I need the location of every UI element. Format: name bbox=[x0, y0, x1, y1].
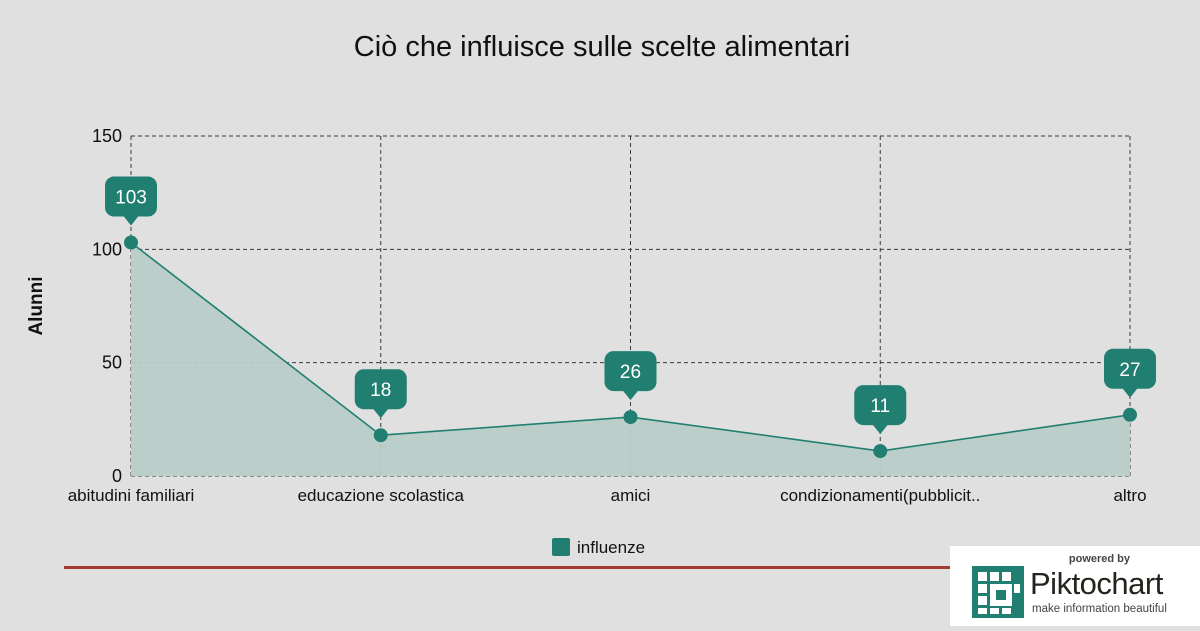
x-tick-label: educazione scolastica bbox=[298, 486, 465, 505]
x-tick-label: amici bbox=[611, 486, 651, 505]
data-label: 103 bbox=[105, 176, 157, 226]
data-label-text: 26 bbox=[620, 362, 641, 383]
piktochart-logo-icon bbox=[972, 566, 1024, 623]
series-area-fill bbox=[131, 242, 1130, 476]
data-label-text: 11 bbox=[870, 396, 890, 417]
data-label: 18 bbox=[354, 369, 407, 419]
data-label-bubble bbox=[854, 385, 907, 426]
brand-name-first: Pikto bbox=[1030, 566, 1097, 601]
data-label-text: 27 bbox=[1119, 360, 1140, 381]
data-label-pointer bbox=[372, 408, 389, 419]
x-tick-label: altro bbox=[1113, 486, 1146, 505]
data-label: 27 bbox=[1104, 348, 1156, 398]
x-tick-label: abitudini familiari bbox=[68, 486, 195, 505]
y-tick-labels: 0 50 100 150 bbox=[92, 126, 122, 486]
piktochart-badge[interactable]: powered by Piktochart make information b… bbox=[950, 546, 1200, 626]
y-tick-label: 100 bbox=[92, 239, 122, 259]
data-label-bubble bbox=[105, 176, 157, 217]
x-tick-labels: abitudini familiari educazione scolastica… bbox=[68, 486, 1147, 505]
legend-swatch bbox=[552, 538, 570, 556]
legend-label: influenze bbox=[577, 538, 645, 557]
brand-name: Piktochart bbox=[1030, 566, 1163, 602]
data-label-bubble bbox=[354, 369, 407, 410]
data-point[interactable] bbox=[873, 444, 888, 459]
data-label-pointer bbox=[1122, 387, 1138, 398]
data-label: 11 bbox=[854, 385, 907, 435]
data-label-pointer bbox=[123, 215, 139, 226]
series-marks: 103 18 26 11 27 bbox=[105, 176, 1156, 459]
y-axis-title: Alunni bbox=[26, 276, 47, 335]
powered-by-label: powered by bbox=[1068, 553, 1130, 565]
y-tick-label: 50 bbox=[102, 353, 122, 373]
data-label-pointer bbox=[872, 424, 889, 435]
data-label-bubble bbox=[604, 351, 657, 392]
data-label-text: 103 bbox=[115, 188, 147, 209]
data-point[interactable] bbox=[623, 410, 638, 425]
data-label-bubble bbox=[1104, 348, 1156, 389]
data-label-pointer bbox=[622, 390, 639, 401]
data-label-text: 18 bbox=[370, 380, 391, 401]
data-label: 26 bbox=[604, 351, 657, 401]
brand-tagline: make information beautiful bbox=[1032, 603, 1167, 615]
y-tick-label: 0 bbox=[112, 466, 122, 486]
data-point[interactable] bbox=[1123, 407, 1137, 422]
brand-name-second: chart bbox=[1096, 566, 1163, 601]
footer-divider bbox=[64, 566, 964, 569]
x-tick-label: condizionamenti(pubblicit.. bbox=[780, 486, 980, 505]
y-tick-label: 150 bbox=[92, 126, 122, 146]
data-point[interactable] bbox=[124, 235, 138, 250]
legend: influenze bbox=[552, 538, 645, 557]
data-point[interactable] bbox=[373, 428, 388, 443]
chart-title: Ciò che influisce sulle scelte alimentar… bbox=[354, 31, 850, 63]
